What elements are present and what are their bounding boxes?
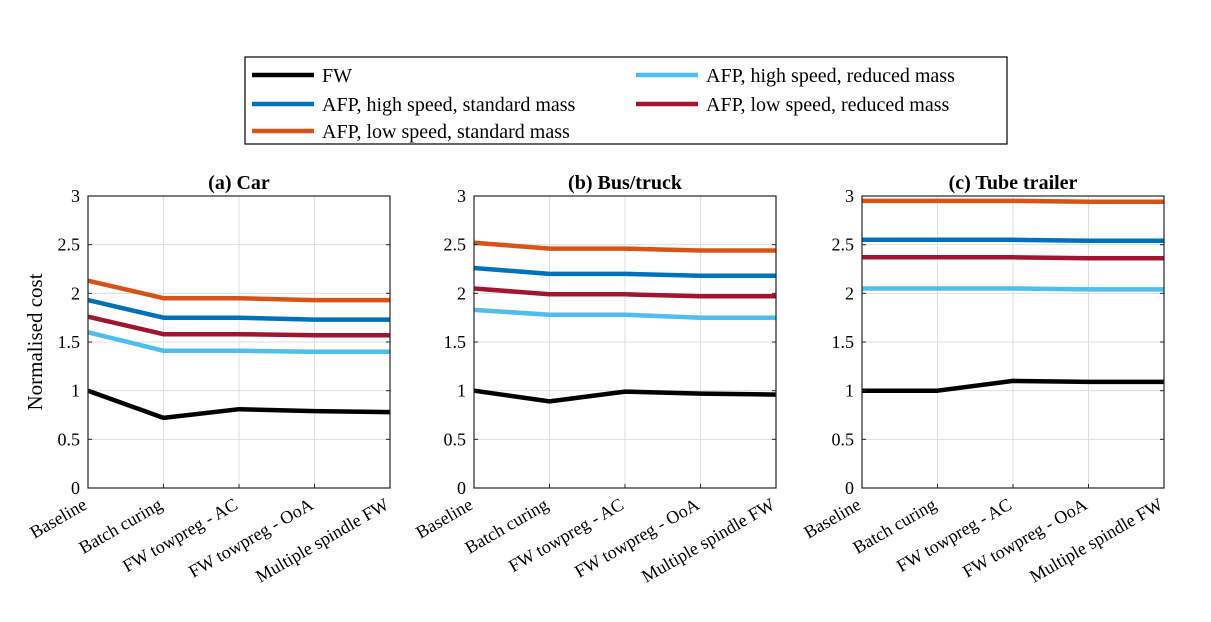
y-tick-label: 0 [71, 478, 80, 498]
series-line-afp-high-speed-reduced-mass [473, 307, 776, 320]
x-tick-label-fw-towpreg-ooa: FW towpreg - OoA [959, 494, 1090, 581]
y-tick-label: 2 [71, 283, 80, 303]
x-tick-label-multiple-spindle-fw: Multiple spindle FW [638, 494, 778, 586]
series-line-afp-low-speed-standard-mass [473, 240, 776, 253]
y-tick-label: 2.5 [58, 235, 81, 255]
series-line-afp-low-speed-standard-mass [862, 198, 1164, 205]
y-tick-label: 1 [71, 381, 80, 401]
x-tick-label-baseline: Baseline [26, 494, 90, 542]
x-tick-label-fw-towpreg-ooa: FW towpreg - OoA [571, 494, 702, 581]
series-line-afp-low-speed-standard-mass [87, 278, 390, 303]
panel-title: (a) Car [208, 172, 270, 194]
y-tick-label: 0.5 [832, 429, 855, 449]
y-tick-label: 0.5 [58, 429, 81, 449]
y-tick-label: 2.5 [832, 235, 855, 255]
x-tick-label-multiple-spindle-fw: Multiple spindle FW [1026, 494, 1166, 586]
legend-label-fw: FW [322, 65, 352, 87]
legend-label-afp-high-speed-reduced-mass: AFP, high speed, reduced mass [706, 65, 955, 87]
panel-title: (b) Bus/truck [568, 172, 683, 194]
legend-label-afp-low-speed-reduced-mass: AFP, low speed, reduced mass [706, 94, 950, 116]
series-line-afp-high-speed-standard-mass [87, 297, 390, 322]
series-line-fw [87, 388, 391, 421]
y-tick-label: 0 [845, 478, 854, 498]
x-tick-label-baseline: Baseline [800, 494, 864, 542]
y-axis-label: Normalised cost [23, 273, 47, 410]
series-line-fw [473, 388, 777, 404]
series-line-afp-high-speed-reduced-mass [862, 286, 1164, 292]
y-tick-label: 0.5 [444, 429, 467, 449]
y-tick-label: 1.5 [832, 332, 855, 352]
series-line-afp-high-speed-standard-mass [862, 237, 1164, 244]
y-tick-label: 0 [457, 478, 466, 498]
y-tick-label: 2.5 [444, 235, 467, 255]
series-line-afp-high-speed-standard-mass [473, 265, 776, 279]
x-tick-label-baseline: Baseline [412, 494, 476, 542]
panel-title: (c) Tube trailer [949, 172, 1078, 194]
y-tick-label: 1 [845, 381, 854, 401]
y-tick-label: 3 [71, 186, 80, 206]
series-line-afp-low-speed-reduced-mass [862, 255, 1164, 261]
series-line-afp-low-speed-reduced-mass [87, 314, 390, 338]
series-line-fw [862, 378, 1164, 393]
x-tick-label-multiple-spindle-fw: Multiple spindle FW [252, 494, 392, 586]
legend-box [244, 56, 1008, 145]
legend-label-afp-high-speed-standard-mass: AFP, high speed, standard mass [322, 94, 576, 116]
y-tick-label: 3 [845, 186, 854, 206]
y-tick-label: 1 [457, 381, 466, 401]
y-tick-label: 3 [457, 186, 466, 206]
series-line-afp-low-speed-reduced-mass [473, 286, 776, 299]
y-tick-label: 2 [845, 283, 854, 303]
y-tick-label: 1.5 [444, 332, 467, 352]
y-tick-label: 1.5 [58, 332, 81, 352]
series-line-afp-high-speed-reduced-mass [87, 330, 390, 354]
legend: FW AFP, high speed, reduced mass AFP, high… [244, 56, 1008, 145]
legend-label-afp-low-speed-standard-mass: AFP, low speed, standard mass [322, 121, 570, 143]
y-tick-label: 2 [457, 283, 466, 303]
x-tick-label-fw-towpreg-ooa: FW towpreg - OoA [185, 494, 316, 581]
